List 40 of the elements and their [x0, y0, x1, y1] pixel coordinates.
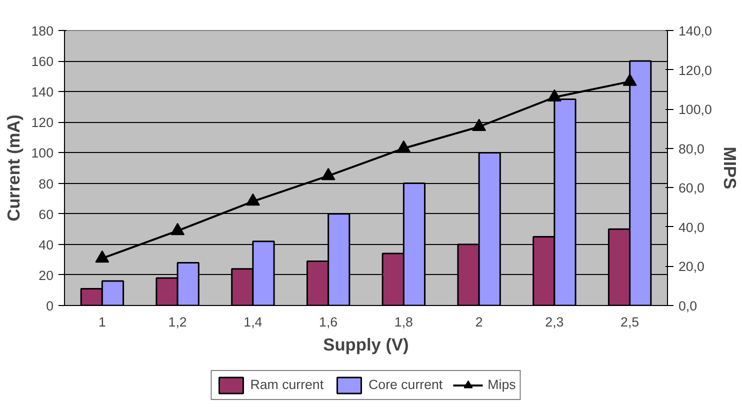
point: [622, 74, 637, 86]
legend-label: Core current: [368, 377, 443, 392]
point: [321, 168, 336, 180]
point: [246, 193, 260, 206]
x-tick-label: 1,2: [168, 314, 187, 330]
y2-tick-label: 100,0: [678, 102, 712, 118]
x-tick-label: 1,6: [319, 314, 338, 330]
x-axis-title: Supply (V): [323, 334, 409, 354]
y-tick-label: 180: [31, 24, 54, 38]
y-tick-label: 120: [31, 115, 54, 130]
x-tick-label: 1: [98, 314, 106, 330]
point: [95, 250, 110, 263]
y-tick-label: 40: [38, 237, 54, 252]
x-tick-label: 2,5: [620, 314, 640, 330]
y2-tick-label: 60,0: [678, 180, 704, 196]
legend-label: Mips: [488, 377, 516, 392]
x-tick-label: 1,4: [244, 314, 263, 330]
legend-label: Ram current: [250, 377, 324, 392]
y2-tick-label: 80,0: [678, 141, 704, 156]
y-tick-label: 160: [31, 54, 54, 70]
y2-tick-label: 20,0: [678, 259, 704, 274]
y-tick-label: 20: [38, 268, 54, 283]
y-tick-label: 80: [38, 176, 54, 192]
y-tick-label: 140: [31, 84, 54, 100]
y-axis-title: Current (mA): [3, 114, 24, 222]
x-tick-label: 1,8: [394, 314, 413, 330]
point: [472, 118, 486, 132]
x-tick-label: 2: [475, 314, 483, 330]
y2-tick-label: 120,0: [678, 62, 712, 78]
y2-axis-title: MIPS: [720, 146, 740, 190]
y2-tick-label: 0,0: [678, 298, 698, 314]
y2-tick-label: 140,0: [678, 24, 712, 38]
y2-tick-label: 40,0: [678, 220, 704, 235]
y-tick-label: 0: [46, 298, 54, 314]
point: [396, 140, 411, 153]
point: [170, 222, 185, 236]
y-tick-label: 60: [38, 206, 54, 222]
y-tick-label: 100: [31, 146, 54, 161]
x-tick-label: 2,3: [545, 314, 564, 330]
point: [547, 89, 562, 102]
